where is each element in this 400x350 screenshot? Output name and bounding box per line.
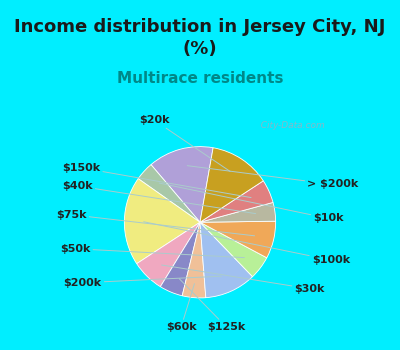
Text: $75k: $75k — [56, 210, 254, 236]
Text: $30k: $30k — [162, 265, 325, 294]
Wedge shape — [124, 178, 200, 264]
Wedge shape — [160, 222, 200, 296]
Text: Multirace residents: Multirace residents — [117, 71, 283, 86]
Text: $125k: $125k — [179, 279, 246, 332]
Wedge shape — [137, 222, 200, 287]
Text: $40k: $40k — [62, 181, 256, 214]
Wedge shape — [200, 181, 273, 222]
Text: $200k: $200k — [64, 276, 222, 288]
Text: $50k: $50k — [60, 244, 244, 258]
Text: $10k: $10k — [159, 183, 344, 223]
Wedge shape — [200, 221, 276, 258]
Wedge shape — [200, 148, 263, 222]
Wedge shape — [151, 147, 213, 222]
Wedge shape — [138, 164, 200, 222]
Text: City-Data.com: City-Data.com — [255, 121, 325, 131]
Text: Income distribution in Jersey City, NJ
(%): Income distribution in Jersey City, NJ (… — [14, 18, 386, 58]
Text: $60k: $60k — [166, 284, 196, 332]
Text: $150k: $150k — [62, 163, 251, 198]
Wedge shape — [182, 222, 206, 298]
Text: > $200k: > $200k — [187, 166, 359, 189]
Wedge shape — [200, 222, 267, 276]
Text: $20k: $20k — [139, 116, 230, 172]
Wedge shape — [200, 222, 252, 298]
Text: $100k: $100k — [144, 222, 350, 265]
Wedge shape — [200, 202, 276, 222]
